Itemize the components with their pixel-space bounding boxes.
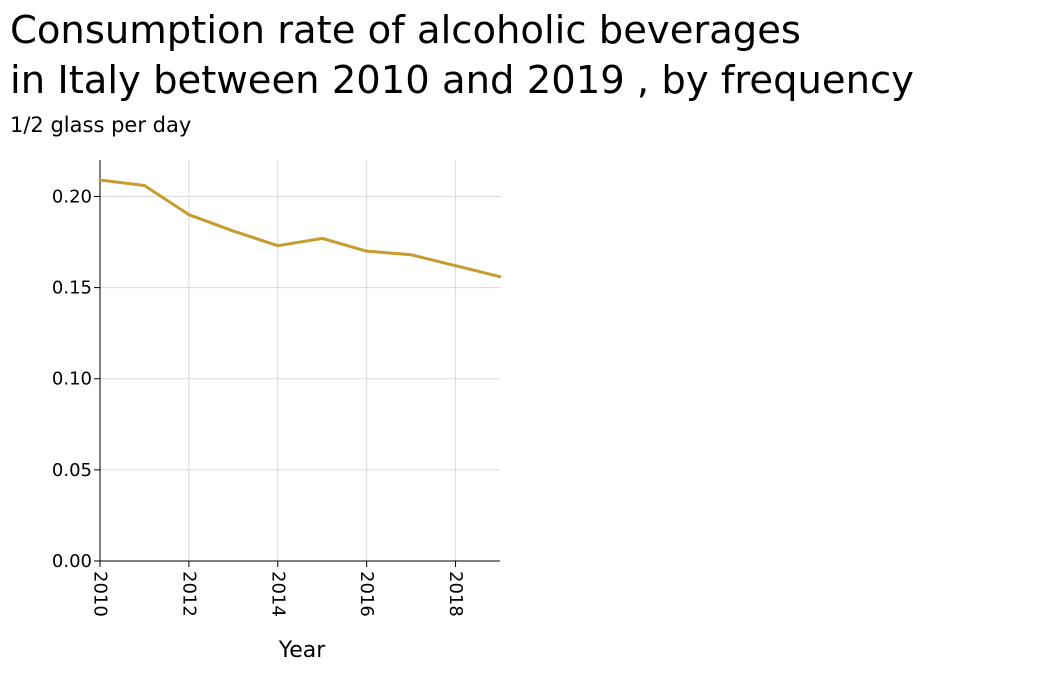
data-point bbox=[320, 236, 324, 240]
y-tick-label: 0.20 bbox=[52, 186, 92, 207]
data-point bbox=[98, 178, 102, 182]
y-tick-label: 0.10 bbox=[52, 369, 92, 390]
data-point bbox=[498, 275, 502, 279]
grid-lines bbox=[99, 160, 500, 562]
x-axis-title: Year bbox=[278, 638, 327, 663]
x-tick-label: 2010 bbox=[90, 571, 111, 617]
data-point bbox=[409, 253, 413, 257]
data-point bbox=[187, 213, 191, 217]
y-axis-ticks: 0.00 0.05 0.10 0.15 0.20 bbox=[52, 186, 100, 572]
data-point bbox=[231, 229, 235, 233]
y-tick-label: 0.15 bbox=[52, 278, 92, 299]
x-tick-label: 2012 bbox=[178, 571, 199, 617]
data-point bbox=[454, 264, 457, 268]
y-tick-label: 0.05 bbox=[52, 460, 92, 481]
series-group bbox=[98, 178, 502, 279]
chart-title: Consumption rate of alcoholic beverages … bbox=[10, 8, 914, 103]
data-point bbox=[365, 249, 369, 253]
chart-subtitle: 1/2 glass per day bbox=[10, 113, 192, 137]
x-tick-label: 2016 bbox=[356, 571, 377, 617]
data-point bbox=[276, 244, 280, 248]
y-tick-label: 0.00 bbox=[52, 551, 92, 572]
x-tick-label: 2014 bbox=[267, 571, 288, 617]
x-axis-ticks: 2010 2012 2014 2016 2018 bbox=[90, 561, 466, 617]
x-tick-label: 2018 bbox=[445, 571, 466, 617]
data-point bbox=[143, 184, 146, 187]
axes bbox=[99, 160, 500, 562]
series-line bbox=[99, 178, 501, 279]
